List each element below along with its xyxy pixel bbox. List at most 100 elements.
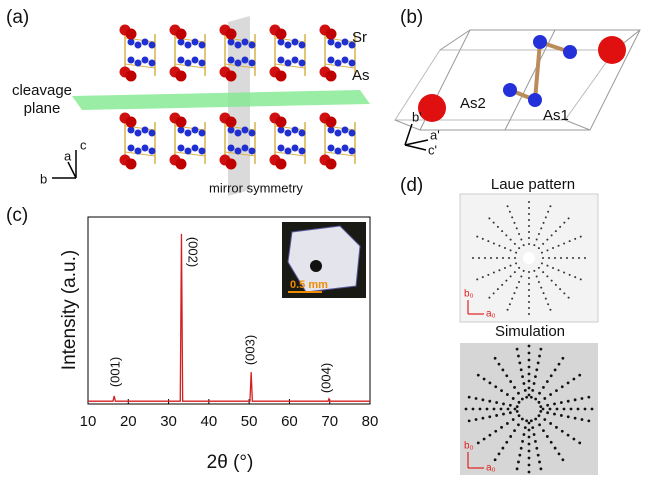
sim-spot — [539, 405, 542, 408]
sim-spot — [518, 414, 521, 417]
laue-spot — [520, 239, 522, 241]
laue-spot — [566, 257, 568, 259]
laue-spot — [528, 289, 530, 291]
laue-spot — [538, 281, 540, 283]
as-atom — [149, 42, 156, 49]
sim-spot — [495, 401, 498, 404]
sim-spot — [558, 452, 561, 455]
sim-spot — [560, 414, 563, 417]
as-atom — [128, 127, 135, 134]
peak-label: (002) — [186, 237, 201, 267]
laue-spot — [514, 243, 516, 245]
laue-spot — [541, 252, 543, 254]
as-atom — [299, 60, 306, 67]
as-atom — [135, 60, 142, 67]
sim-spot — [482, 417, 485, 420]
as-atom — [235, 60, 242, 67]
x-tick-label: 30 — [160, 413, 177, 430]
laue-spot — [580, 236, 582, 238]
laue-spot — [516, 287, 518, 289]
as-atom — [285, 148, 292, 155]
sim-spot — [581, 418, 584, 421]
figure: (a) (b) (c) (d) Sr As cleavage plane mir… — [0, 0, 646, 477]
sim-spot — [472, 408, 475, 411]
sim-spot — [488, 415, 491, 418]
sim-spot — [534, 375, 537, 378]
laue-spot — [509, 211, 511, 213]
sim-spot — [520, 447, 523, 450]
sim-spot — [555, 389, 558, 392]
sim-spot — [528, 436, 531, 439]
sim-spot — [494, 357, 497, 360]
sim-spot — [525, 396, 528, 399]
laue-spot — [543, 222, 545, 224]
as-atom — [563, 45, 577, 59]
laue-spot — [540, 227, 542, 229]
sr-atom — [276, 29, 287, 40]
sim-spot — [528, 457, 531, 460]
laue-spot — [507, 205, 509, 207]
as-atom — [199, 130, 206, 137]
sim-spot — [494, 458, 497, 461]
as-atom — [292, 57, 299, 64]
laue-spot — [487, 274, 489, 276]
mirror-label: mirror symmetry — [209, 180, 303, 195]
sim-spot — [528, 359, 531, 362]
axis-label: a' — [430, 127, 440, 142]
axis-label: a₀ — [486, 463, 496, 474]
sim-spot — [528, 443, 531, 446]
laue-spot — [528, 271, 530, 273]
sim-spot — [538, 392, 541, 395]
as-atom — [149, 60, 156, 67]
as-atom — [228, 39, 235, 46]
sr-atom — [276, 117, 287, 128]
laue-spot — [476, 278, 478, 280]
laue-spot — [546, 249, 548, 251]
laue-spot — [528, 231, 530, 233]
sim-spot — [483, 438, 486, 441]
laue-spot — [528, 225, 530, 227]
sim-spot — [516, 405, 519, 408]
laue-spot — [520, 275, 522, 277]
sim-spot — [528, 373, 531, 376]
sim-spot — [468, 396, 471, 399]
sim-spot — [513, 429, 516, 432]
laue-spot — [563, 242, 565, 244]
laue-spot — [551, 234, 553, 236]
panel-label: (a) — [6, 7, 29, 28]
laue-spot — [493, 242, 495, 244]
as-atom — [299, 42, 306, 49]
laue-spot — [569, 240, 571, 242]
sim-spot — [537, 454, 540, 457]
sim-spot — [505, 374, 508, 377]
as-atom — [503, 83, 517, 97]
peak-label: (001) — [107, 357, 122, 387]
as-atom — [335, 148, 342, 155]
laue-spot — [498, 245, 500, 247]
sim-spot — [512, 397, 515, 400]
sim-spot — [578, 441, 581, 444]
as-atom — [349, 148, 356, 155]
sr-atom — [226, 159, 237, 170]
as-atom — [192, 57, 199, 64]
laue-spot — [574, 276, 576, 278]
sim-spot — [517, 423, 520, 426]
sim-spot — [521, 418, 524, 421]
sim-spot — [534, 440, 537, 443]
laue-spot — [584, 257, 586, 259]
as-atom — [142, 57, 149, 64]
laue-spot — [482, 276, 484, 278]
axis-label: c' — [428, 142, 437, 157]
scale-label: 0.5 mm — [290, 279, 328, 291]
sim-spot — [528, 464, 531, 467]
sim-spot — [517, 355, 520, 358]
laue-spot — [543, 292, 545, 294]
as-atom — [185, 60, 192, 67]
laue-spot — [558, 269, 560, 271]
sim-spot — [567, 434, 570, 437]
as-atom — [142, 145, 149, 152]
laue-spot — [505, 280, 507, 282]
sim-spot — [486, 408, 489, 411]
as-atom — [349, 60, 356, 67]
as-atom — [149, 148, 156, 155]
